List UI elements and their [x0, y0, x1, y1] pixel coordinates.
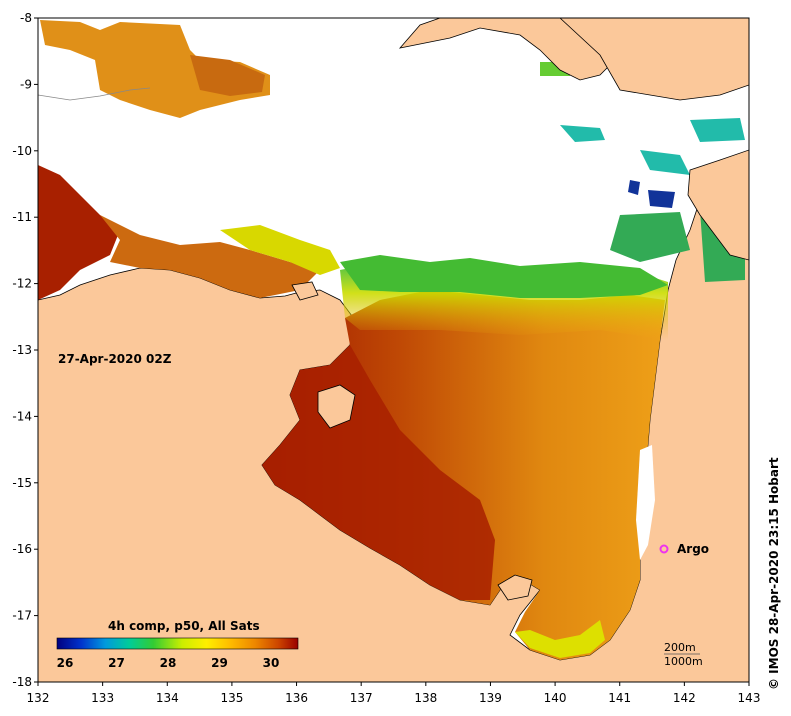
timestamp-label: 27-Apr-2020 02Z — [58, 352, 172, 366]
x-tick-label: 140 — [544, 691, 567, 705]
sst-top-left-orange — [190, 55, 265, 96]
sst-blue-patches — [628, 180, 675, 208]
x-tick-label: 132 — [27, 691, 50, 705]
colorbar-tick-label: 27 — [108, 656, 125, 670]
x-tick-label: 133 — [91, 691, 114, 705]
y-tick-label: -12 — [12, 277, 32, 291]
colorbar-ticks: 26 27 28 29 30 — [57, 656, 280, 670]
land-groote-eylandt — [317, 384, 356, 429]
colorbar-tick-label: 28 — [160, 656, 177, 670]
y-tick-label: -13 — [12, 343, 32, 357]
argo-label: Argo — [677, 542, 709, 556]
contour-label-200m: 200m — [664, 641, 696, 654]
y-tick-label: -9 — [20, 77, 32, 91]
x-tick-label: 143 — [738, 691, 761, 705]
sst-cyan-patches — [560, 118, 745, 175]
sst-west-sea-orange — [100, 215, 320, 298]
y-tick-label: -10 — [12, 144, 32, 158]
land-cape-york — [687, 149, 749, 261]
x-tick-label: 136 — [285, 691, 308, 705]
sst-coastal-fringe — [515, 620, 605, 658]
x-tick-label: 137 — [350, 691, 373, 705]
sst-top-left-patch — [40, 20, 270, 118]
y-tick-label: -16 — [12, 542, 32, 556]
credit-label: © IMOS 28-Apr-2020 23:15 Hobart — [767, 457, 781, 690]
x-tick-label: 135 — [220, 691, 243, 705]
y-tick-label: -14 — [12, 409, 32, 423]
contour-label-1000m: 1000m — [664, 655, 703, 668]
sst-west-sea — [38, 165, 120, 300]
y-tick-label: -8 — [20, 11, 32, 25]
contour-200m — [38, 87, 151, 101]
x-axis-ticks: 132 133 134 135 136 137 138 139 140 141 142 143 — [27, 682, 761, 705]
y-tick-label: -18 — [12, 675, 32, 689]
land-png-right — [559, 18, 749, 101]
y-tick-label: -17 — [12, 609, 32, 623]
composite-label: 4h comp, p50, All Sats — [108, 619, 260, 633]
sst-green-front — [340, 255, 668, 298]
sst-west-yellow — [220, 225, 340, 275]
x-tick-label: 141 — [608, 691, 631, 705]
colorbar-tick-label: 26 — [57, 656, 74, 670]
x-tick-label: 139 — [479, 691, 502, 705]
colorbar — [56, 637, 299, 650]
argo-marker-icon — [659, 544, 669, 554]
land-island-small — [291, 281, 319, 301]
cloud-coastal-east — [636, 445, 655, 560]
y-axis-ticks: -8 -9 -10 -11 -12 -13 -14 -15 -16 -17 -18 — [12, 11, 38, 689]
x-tick-label: 138 — [414, 691, 437, 705]
x-tick-label: 142 — [673, 691, 696, 705]
x-tick-label: 134 — [156, 691, 179, 705]
colorbar-tick-label: 29 — [211, 656, 228, 670]
land-mornington-island — [497, 574, 533, 601]
colorbar-tick-label: 30 — [263, 656, 280, 670]
y-tick-label: -11 — [12, 210, 32, 224]
y-tick-label: -15 — [12, 476, 32, 490]
